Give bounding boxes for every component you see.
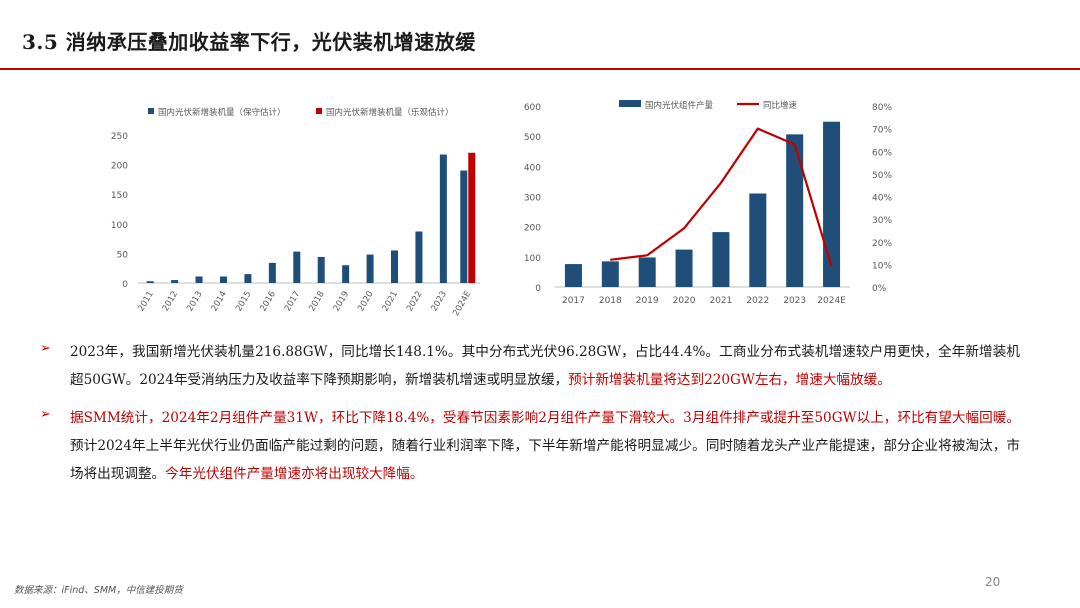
y-right-tick-label: 60%	[872, 148, 892, 158]
bar-module-output	[749, 193, 767, 287]
x-tick-label: 2022	[405, 290, 424, 314]
y-right-tick-label: 20%	[872, 239, 892, 249]
legend-label-module-output: 国内光伏组件产量	[645, 100, 714, 111]
x-tick-label: 2023	[783, 296, 806, 306]
arrow-bullet-icon: ➢	[40, 407, 51, 422]
y-right-tick-label: 10%	[872, 261, 892, 271]
bar-conservative	[293, 251, 301, 283]
y-right-tick-label: 40%	[872, 194, 892, 204]
bar-conservative	[171, 280, 179, 283]
bar-conservative	[268, 262, 276, 283]
bar-conservative	[195, 276, 203, 283]
y-left-tick-label: 300	[524, 194, 541, 204]
bar-module-output	[601, 261, 619, 287]
bullet-segment: 预计2024年上半年光伏行业仍面临产能过剩的问题，随着行业利润率下降，下半年新增…	[70, 438, 1020, 482]
legend-swatch-conservative	[148, 108, 154, 114]
legend-label-optimistic: 国内光伏新增装机量（乐观估计）	[326, 107, 454, 118]
y-left-tick-label: 100	[524, 254, 541, 264]
bar-conservative	[439, 154, 447, 283]
bullet-segment-highlight: 今年光伏组件产量增速亦将出现较大降幅。	[165, 466, 424, 482]
x-tick-label: 2020	[356, 290, 375, 314]
bar-module-output	[712, 232, 730, 287]
y-tick-label: 150	[111, 191, 128, 201]
legend-swatch-module-output	[619, 100, 641, 107]
bar-conservative	[146, 281, 154, 283]
x-tick-label: 2013	[185, 290, 204, 314]
bullet-text: 据SMM统计，2024年2月组件产量31W，环比下降18.4%，受春节因素影响2…	[70, 404, 1020, 488]
x-tick-label: 2011	[136, 290, 155, 314]
bullet-segment: 2023年，我国新增光伏装机量216.88GW，同比增长148.1%。其中分布式…	[70, 344, 1020, 388]
slide-title: 3.5 消纳承压叠加收益率下行，光伏装机增速放缓	[22, 30, 476, 54]
y-tick-label: 250	[111, 132, 128, 142]
bar-conservative	[342, 265, 350, 283]
x-tick-label: 2017	[283, 290, 302, 314]
bar-conservative	[366, 254, 374, 283]
bar-conservative	[391, 250, 398, 283]
x-tick-label: 2019	[636, 296, 659, 306]
bar-conservative	[220, 276, 227, 283]
x-tick-label: 2021	[709, 296, 732, 306]
bar-conservative	[244, 274, 252, 283]
x-tick-label: 2016	[258, 290, 277, 314]
y-left-tick-label: 0	[535, 284, 541, 294]
line-yoy-growth	[610, 127, 833, 267]
y-left-tick-label: 400	[524, 163, 541, 173]
legend-label-yoy-growth: 同比增速	[763, 100, 798, 111]
arrow-bullet-icon: ➢	[40, 341, 51, 356]
installations-chart-svg: 0 50 100 150 200 250 2011 2012 2013 2014 2015 2016 2…	[111, 107, 480, 318]
installations-bar-chart: 0 50 100 150 200 250 2011 2012 2013 2014 2015 2016 2…	[100, 95, 490, 320]
x-tick-label: 2018	[307, 290, 326, 314]
y-tick-label: 50	[117, 250, 129, 260]
bar-optimistic	[468, 152, 476, 283]
bar-module-output	[675, 249, 693, 287]
x-tick-label: 2017	[562, 296, 585, 306]
bullet-item: ➢ 2023年，我国新增光伏装机量216.88GW，同比增长148.1%。其中分…	[40, 338, 1020, 394]
x-tick-label: 2012	[161, 290, 180, 314]
y-right-tick-label: 0%	[872, 284, 887, 294]
module-output-chart-svg: 0 100 200 300 400 500 600 0% 10% 20% 30% 40% 50% 60% 7…	[524, 100, 892, 306]
bar-module-output	[823, 121, 841, 287]
source-note: 数据来源：iFind、SMM，中信建投期货	[14, 585, 183, 596]
y-right-tick-label: 80%	[872, 103, 892, 113]
bar-conservative	[460, 170, 468, 283]
y-right-tick-label: 50%	[872, 171, 892, 181]
bullet-segment-highlight: 预计新增装机量将达到220GW左右，增速大幅放缓。	[568, 372, 891, 388]
x-tick-label: 2024E	[451, 290, 473, 318]
y-left-tick-label: 200	[524, 224, 541, 234]
legend-swatch-optimistic	[316, 108, 322, 114]
bar-module-output	[564, 264, 582, 287]
bullet-text: 2023年，我国新增光伏装机量216.88GW，同比增长148.1%。其中分布式…	[70, 338, 1020, 394]
x-tick-label: 2019	[332, 290, 351, 314]
bar-conservative	[317, 256, 325, 283]
x-tick-label: 2018	[599, 296, 622, 306]
y-left-tick-label: 500	[524, 133, 541, 143]
module-output-combo-chart: 0 100 200 300 400 500 600 0% 10% 20% 30% 40% 50% 60% 7…	[515, 90, 905, 315]
y-tick-label: 100	[111, 221, 128, 231]
bullet-segment-highlight: 据SMM统计，2024年2月组件产量31W，环比下降18.4%，受春节因素影响2…	[70, 410, 1020, 426]
x-tick-label: 2021	[381, 290, 400, 314]
x-tick-label: 2023	[429, 290, 448, 314]
y-right-tick-label: 70%	[872, 126, 892, 136]
y-right-tick-label: 30%	[872, 216, 892, 226]
legend-label-conservative: 国内光伏新增装机量（保守估计）	[158, 107, 286, 118]
title-divider	[0, 68, 1080, 70]
bullet-item: ➢ 据SMM统计，2024年2月组件产量31W，环比下降18.4%，受春节因素影…	[40, 404, 1020, 488]
y-tick-label: 0	[122, 280, 128, 290]
y-tick-label: 200	[111, 162, 128, 172]
x-tick-label: 2020	[673, 296, 696, 306]
x-tick-label: 2024E	[817, 296, 846, 306]
bullet-list: ➢ 2023年，我国新增光伏装机量216.88GW，同比增长148.1%。其中分…	[40, 338, 1020, 498]
bar-module-output	[786, 134, 804, 287]
page-number: 20	[985, 575, 1001, 589]
x-tick-label: 2015	[234, 290, 253, 314]
bar-conservative	[415, 231, 423, 283]
x-tick-label: 2022	[746, 296, 769, 306]
x-tick-label: 2014	[210, 290, 229, 314]
bar-module-output	[638, 257, 656, 287]
y-left-tick-label: 600	[524, 103, 541, 113]
